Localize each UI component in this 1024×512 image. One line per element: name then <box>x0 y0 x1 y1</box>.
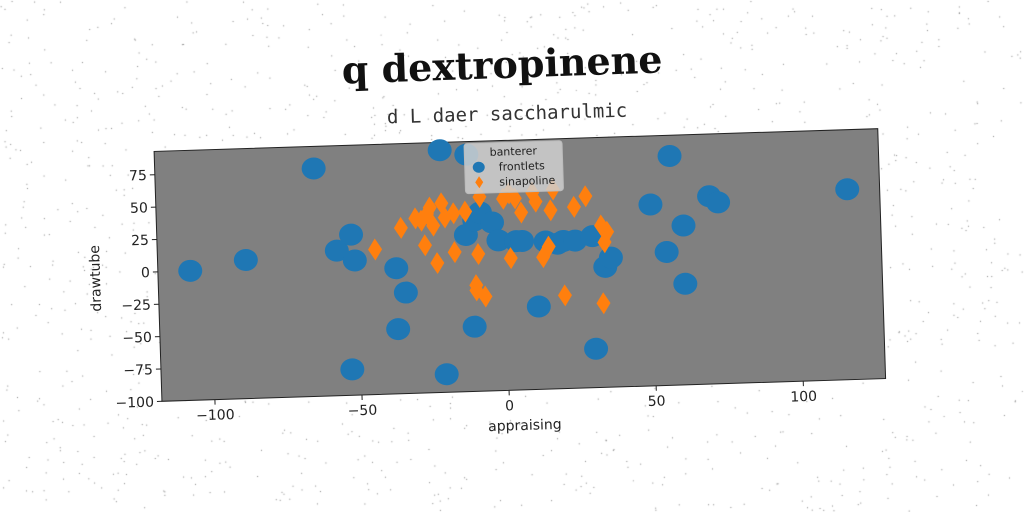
frontlets-point <box>510 229 535 252</box>
legend-label: sinapoline <box>499 174 556 189</box>
x-tick-label: −100 <box>196 407 235 424</box>
frontlets-point <box>393 281 418 304</box>
x-tick-label: 100 <box>790 389 817 406</box>
frontlets-point <box>178 259 203 282</box>
legend-marker-sinapoline <box>475 176 484 189</box>
sinapoline-point <box>578 185 593 208</box>
frontlets-point <box>342 249 367 272</box>
sinapoline-point <box>541 235 556 258</box>
sinapoline-point <box>507 187 522 210</box>
points-layer <box>178 139 860 386</box>
sinapoline-point <box>496 187 511 210</box>
sinapoline-point <box>543 199 558 222</box>
sinapoline-point <box>368 238 383 261</box>
sinapoline-point <box>437 206 452 229</box>
y-tick-label: −25 <box>121 297 151 314</box>
frontlets-point <box>233 249 258 272</box>
y-tick-label: −75 <box>123 362 153 379</box>
sinapoline-point <box>418 234 432 257</box>
frontlets-point <box>671 214 696 237</box>
y-tick-label: 50 <box>130 200 148 217</box>
sinapoline-point <box>597 231 612 254</box>
y-tick-label: 0 <box>141 265 150 281</box>
sinapoline-point <box>447 241 462 264</box>
sinapoline-point <box>600 220 615 243</box>
sinapoline-point <box>557 284 572 307</box>
frontlets-point <box>386 318 411 341</box>
chart-title: q dextropinene <box>341 36 663 92</box>
y-axis-label: drawtube <box>87 245 105 312</box>
x-tick-label: −50 <box>347 403 377 420</box>
frontlets-point <box>462 315 487 338</box>
sinapoline-point <box>422 196 437 219</box>
y-tick-label: −50 <box>122 330 152 347</box>
x-tick-label: 0 <box>505 398 514 414</box>
ticks-layer: −100 −50 0 50 100 −100 −75 −50 −25 0 25 50 75 <box>115 168 817 424</box>
frontlets-point <box>480 211 505 234</box>
sinapoline-point <box>528 190 543 213</box>
frontlets-point <box>301 157 326 180</box>
frontlets-point <box>673 272 698 295</box>
x-tick-label: 50 <box>647 393 665 410</box>
frontlets-point <box>638 193 663 216</box>
sinapoline-point <box>458 200 473 223</box>
frontlets-point <box>339 223 364 246</box>
sinapoline-point <box>596 292 611 315</box>
frontlets-point <box>706 191 731 214</box>
frontlets-point <box>340 358 365 381</box>
frontlets-point <box>384 257 409 280</box>
legend-box <box>463 140 564 195</box>
sinapoline-point <box>566 195 581 218</box>
frontlets-point <box>434 363 459 386</box>
sinapoline-point <box>414 209 429 232</box>
plot-group: −100 −50 0 50 100 −100 −75 −50 −25 0 25 50 75 apprai… <box>87 128 887 435</box>
sinapoline-point <box>426 214 441 237</box>
sinapoline-point <box>393 216 408 239</box>
legend-marker-frontlets <box>472 161 485 173</box>
y-tick-label: 25 <box>131 233 149 250</box>
sinapoline-point <box>503 247 518 270</box>
chart-subtitle: d L daer saccharulmic <box>387 100 628 129</box>
sinapoline-point <box>446 202 461 225</box>
y-tick-label: −100 <box>115 395 154 412</box>
frontlets-point <box>526 295 551 318</box>
sinapoline-point <box>471 243 486 265</box>
frontlets-point <box>835 178 860 201</box>
legend-label: frontlets <box>499 159 546 173</box>
frontlets-point <box>654 240 679 263</box>
legend-title: banterer <box>489 144 537 158</box>
y-tick-label: 75 <box>129 168 147 185</box>
sinapoline-point <box>536 246 551 269</box>
sinapoline-point <box>478 285 493 308</box>
frontlets-point <box>486 229 511 252</box>
x-axis-label: appraising <box>488 417 562 435</box>
sinapoline-point <box>430 252 445 275</box>
frontlets-point <box>324 239 349 262</box>
sinapoline-point <box>514 201 529 224</box>
frontlets-point <box>584 337 609 360</box>
frontlets-point <box>427 139 452 162</box>
frontlets-point <box>657 144 682 167</box>
